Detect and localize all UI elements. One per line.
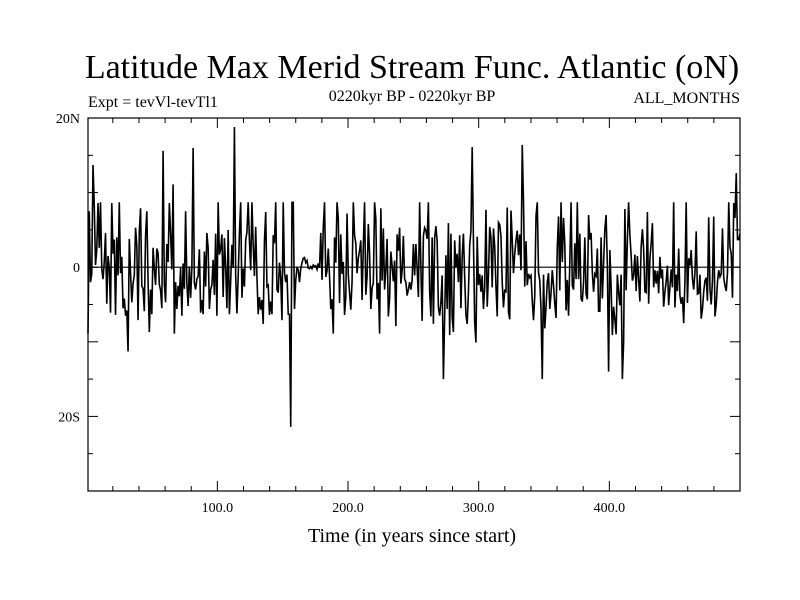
x-tick-label: 300.0 bbox=[463, 501, 495, 516]
x-tick-label: 100.0 bbox=[202, 501, 234, 516]
months-label: ALL_MONTHS bbox=[633, 90, 740, 107]
experiment-label: Expt = tevVl-tevTl1 bbox=[88, 94, 218, 111]
period-label: 0220kyr BP - 0220kyr BP bbox=[329, 88, 496, 105]
chart-title: Latitude Max Merid Stream Func. Atlantic… bbox=[85, 49, 739, 86]
x-tick-label: 200.0 bbox=[332, 501, 364, 516]
x-tick-label: 400.0 bbox=[594, 501, 626, 516]
series-line-0 bbox=[87, 126, 741, 427]
y-tick-label: 20S bbox=[58, 410, 80, 425]
y-tick-label: 0 bbox=[73, 261, 80, 276]
y-tick-label: 20N bbox=[56, 112, 80, 127]
plot-frame bbox=[87, 117, 741, 492]
x-axis-label: Time (in years since start) bbox=[308, 525, 516, 547]
plot-area: 100.0 200.0 300.0 400.0 20N 0 20S bbox=[56, 112, 741, 516]
